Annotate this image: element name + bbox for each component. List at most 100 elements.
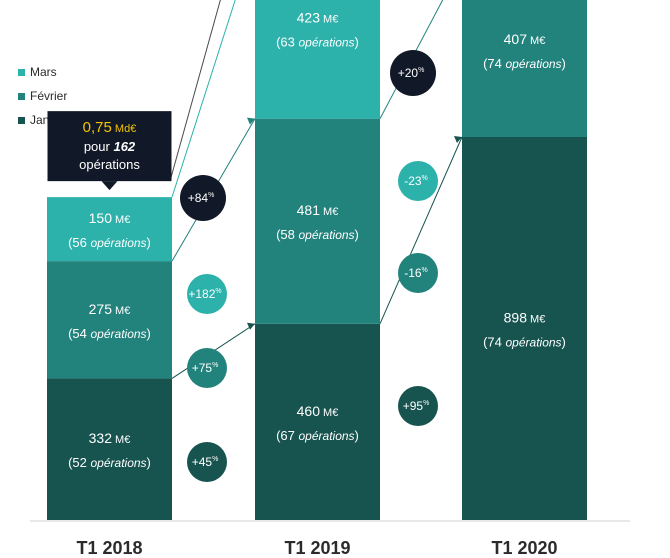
growth-circle <box>398 253 438 293</box>
growth-label-value: -23 <box>404 174 422 188</box>
bar-operations-label: (74 opérations) <box>483 335 566 350</box>
bar-value-label: 423 M€ <box>297 9 339 25</box>
bar-février-1 <box>255 118 380 324</box>
legend-item-mars: Mars <box>18 60 69 84</box>
growth-label: +84% <box>188 191 215 205</box>
bar-operations-word: opérations <box>91 236 147 250</box>
bar-value-unit: M€ <box>320 206 338 218</box>
growth-label-value: +84 <box>188 191 209 205</box>
total-count-prefix: pour <box>84 139 114 154</box>
growth-circle <box>187 274 227 314</box>
bar-operations-label: (63 opérations) <box>276 34 359 49</box>
bar-operations-word: opérations <box>299 228 355 242</box>
bar-février-0 <box>47 261 172 379</box>
legend-item-fevrier: Février <box>18 84 69 108</box>
growth-label-value: -16 <box>404 266 422 280</box>
legend-label-mars: Mars <box>30 65 57 79</box>
growth-label: +20% <box>398 66 425 80</box>
bar-value-label: 460 M€ <box>297 403 339 419</box>
bar-operations-count: (74 <box>483 56 505 71</box>
connector-arrowhead <box>247 322 255 330</box>
legend-swatch-janvier <box>18 116 25 124</box>
bar-value-number: 481 <box>297 202 321 218</box>
bar-operations-close: ) <box>147 326 151 341</box>
bar-operations-word: opérations <box>506 336 562 350</box>
growth-label: +95% <box>403 399 430 413</box>
growth-label-value: +20 <box>398 66 419 80</box>
bar-operations-word: opérations <box>506 57 562 71</box>
bar-operations-word: opérations <box>299 429 355 443</box>
bar-value-unit: M€ <box>112 214 130 226</box>
growth-label-percent: % <box>422 175 428 182</box>
growth-label-percent: % <box>418 67 424 74</box>
bar-value-number: 423 <box>297 9 321 25</box>
growth-label: +75% <box>192 361 219 375</box>
growth-label-value: +75 <box>192 361 213 375</box>
growth-label-percent: % <box>212 456 218 463</box>
growth-circle <box>398 386 438 426</box>
bar-value-unit: M€ <box>112 305 130 317</box>
growth-circle <box>398 161 438 201</box>
legend-swatch-mars <box>18 68 25 76</box>
growth-label-percent: % <box>422 267 428 274</box>
bar-operations-count: (74 <box>483 335 505 350</box>
growth-label-value: +45 <box>192 455 213 469</box>
connector-line <box>379 136 463 325</box>
bar-operations-word: opérations <box>299 35 355 49</box>
bar-operations-close: ) <box>147 235 151 250</box>
bar-operations-close: ) <box>562 335 566 350</box>
bar-operations-word: opérations <box>91 327 147 341</box>
bar-operations-close: ) <box>355 428 359 443</box>
bar-operations-close: ) <box>562 56 566 71</box>
total-count-label: pour 162 <box>84 139 136 154</box>
growth-label: +45% <box>192 455 219 469</box>
bar-operations-label: (67 opérations) <box>276 428 359 443</box>
connector-line-total <box>169 0 221 182</box>
growth-circle <box>187 442 227 482</box>
total-count-number: 162 <box>113 139 135 154</box>
bar-operations-label: (56 opérations) <box>68 235 151 250</box>
bar-value-unit: M€ <box>320 407 338 419</box>
growth-label: +182% <box>188 287 221 301</box>
category-label: T1 2019 <box>284 538 350 558</box>
bar-value-number: 460 <box>297 403 321 419</box>
bar-value-number: 407 <box>504 31 528 47</box>
category-label: T1 2018 <box>76 538 142 558</box>
bar-operations-close: ) <box>355 227 359 242</box>
bar-février-2 <box>462 0 587 138</box>
connector-line <box>379 0 444 119</box>
growth-label-percent: % <box>215 288 221 295</box>
bar-value-unit: M€ <box>320 13 338 25</box>
bar-operations-word: opérations <box>91 456 147 470</box>
bar-janvier-2 <box>462 137 587 521</box>
growth-label-value: +182 <box>188 287 215 301</box>
bar-value-label: 150 M€ <box>89 210 131 226</box>
total-value-unit: Md€ <box>112 123 136 135</box>
bar-operations-count: (67 <box>276 428 298 443</box>
bar-operations-close: ) <box>355 34 359 49</box>
legend-swatch-fevrier <box>18 92 25 100</box>
growth-label-percent: % <box>423 400 429 407</box>
bar-value-number: 150 <box>89 210 113 226</box>
bar-value-label: 275 M€ <box>89 301 131 317</box>
bar-operations-count: (58 <box>276 227 298 242</box>
total-value-label: 0,75 Md€ <box>83 119 137 136</box>
bar-janvier-1 <box>255 323 380 520</box>
growth-label: -16% <box>404 266 428 280</box>
bar-operations-count: (63 <box>276 34 298 49</box>
growth-circle <box>390 50 436 96</box>
bar-value-label: 332 M€ <box>89 430 131 446</box>
bar-mars-1 <box>255 0 380 119</box>
bar-value-label: 481 M€ <box>297 202 339 218</box>
growth-circle <box>180 175 226 221</box>
total-callout-box <box>47 111 172 182</box>
bar-value-number: 332 <box>89 430 113 446</box>
connector-line <box>171 0 236 198</box>
connector-arrowhead <box>454 136 462 144</box>
legend-label-fevrier: Février <box>30 89 68 103</box>
bar-mars-0 <box>47 197 172 262</box>
bar-operations-label: (54 opérations) <box>68 326 151 341</box>
bar-value-unit: M€ <box>527 314 545 326</box>
bar-operations-label: (52 opérations) <box>68 455 151 470</box>
